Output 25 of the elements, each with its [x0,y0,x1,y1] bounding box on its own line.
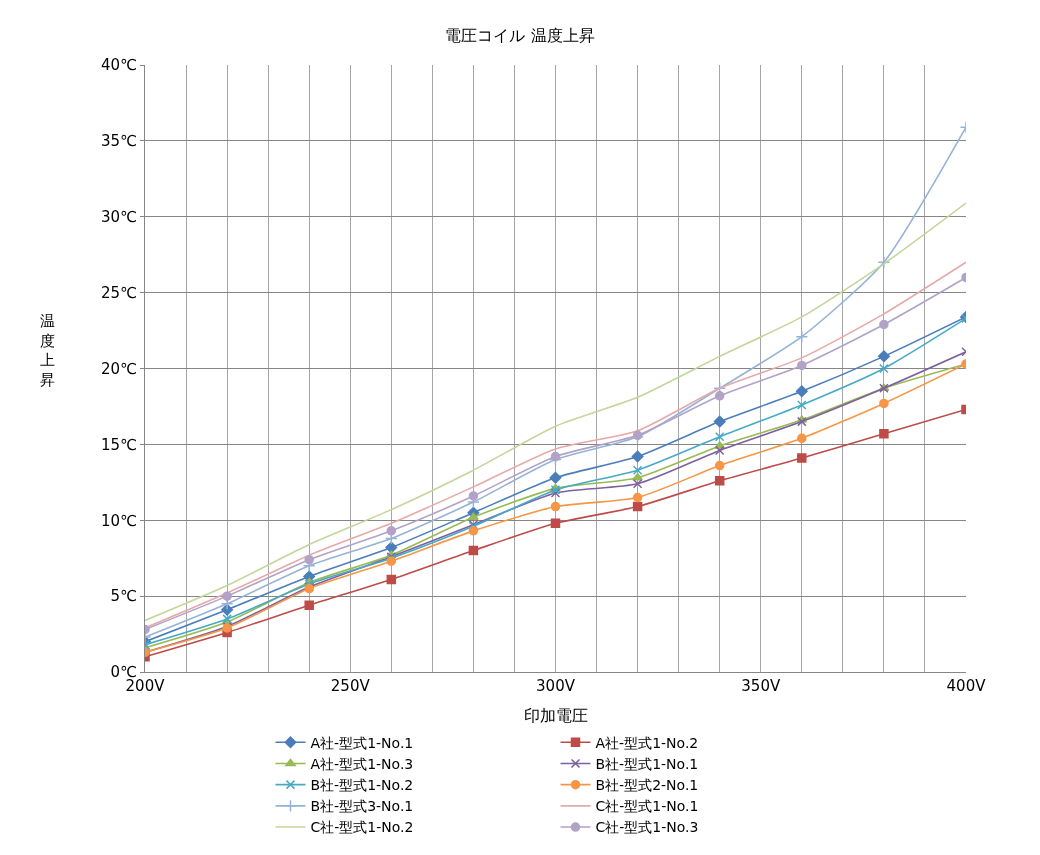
y-tick-label: 30℃ [101,208,137,226]
x-tick-label: 300V [536,677,576,695]
y-tick-label: 40℃ [101,56,137,75]
legend-label: A社-型式1-No.1 [310,734,414,751]
legend-label: B社-型式1-No.2 [310,777,414,794]
y-tick-label: 10℃ [101,511,137,530]
y-tick-label: 25℃ [101,283,137,302]
x-axis-title: 印加電圧 [523,705,588,725]
x-tick-label: 250V [330,677,371,695]
x-tick-label: 400V [946,677,987,695]
x-tick-label: 350V [741,677,781,695]
y-tick-label: 20℃ [101,359,137,378]
y-axis-title: 温度上昇 [40,312,55,389]
legend-label: A社-型式1-No.3 [310,755,414,772]
legend-label: B社-型式3-No.1 [310,798,414,815]
y-tick-label: 5℃ [110,587,137,606]
legend-label: C社-型式1-No.2 [310,819,414,836]
legend-label: B社-型式2-No.1 [595,777,699,794]
y-tick-label: 35℃ [101,132,137,151]
y-tick-label: 15℃ [101,435,137,454]
legend-label: C社-型式1-No.1 [595,798,699,815]
legend-label: C社-型式1-No.3 [595,819,699,836]
chart-title: 電圧コイル 温度上昇 [445,26,595,46]
legend-label: B社-型式1-No.1 [595,755,699,772]
legend-label: A社-型式1-No.2 [595,734,699,751]
